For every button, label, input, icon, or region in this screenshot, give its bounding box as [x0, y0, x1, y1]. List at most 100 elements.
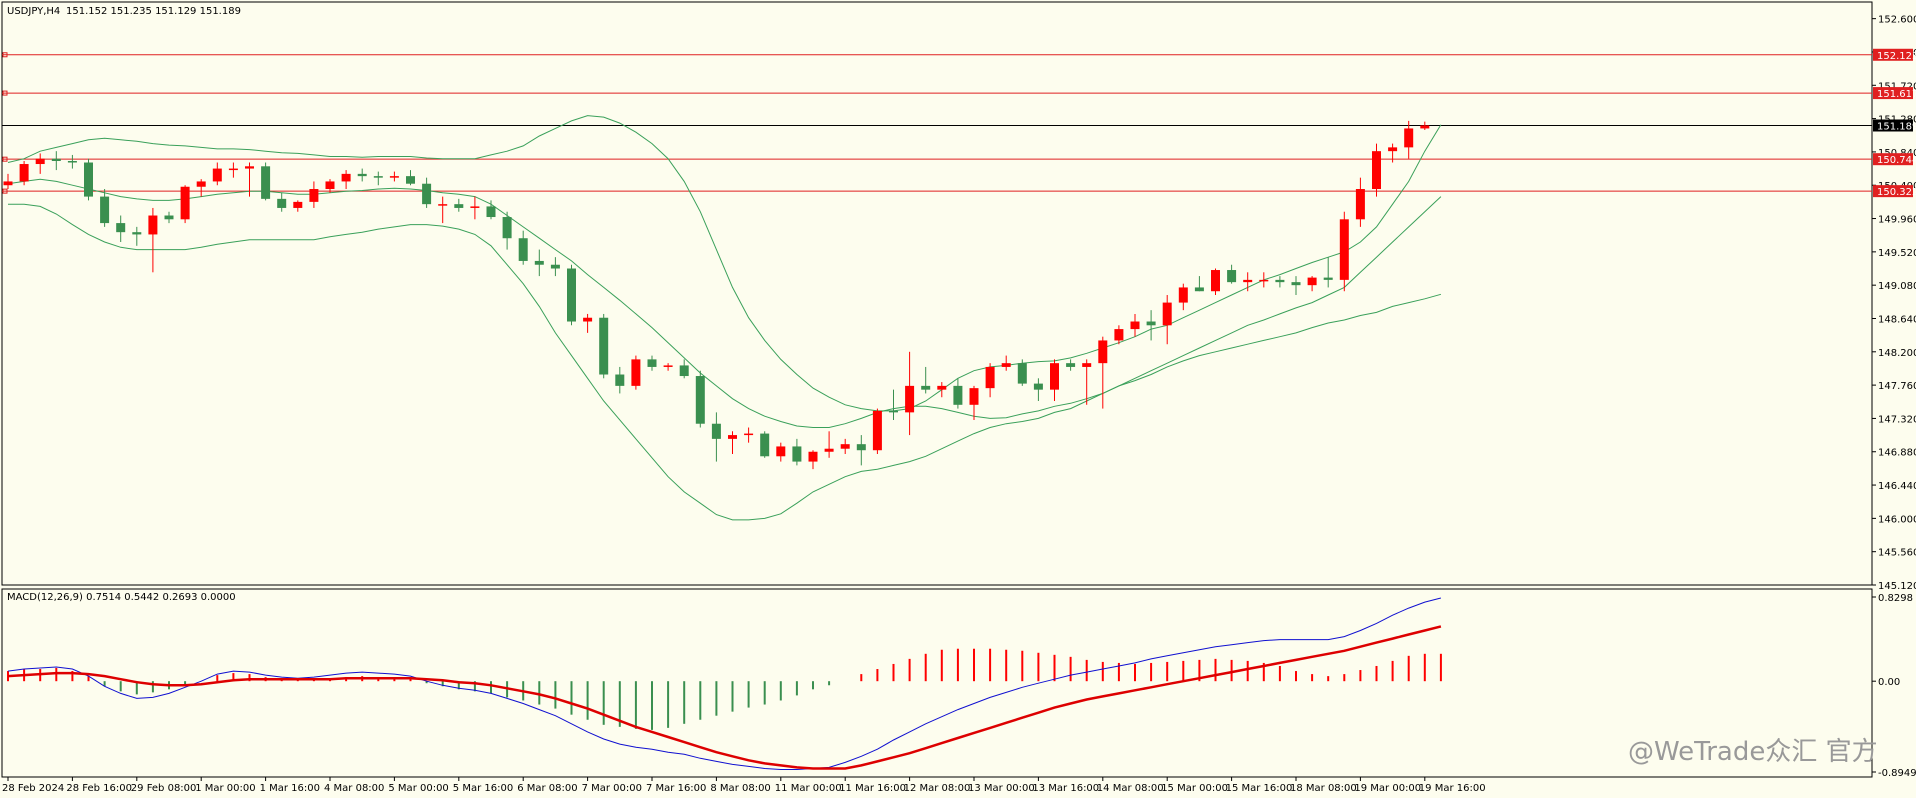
candle-26: [422, 177, 432, 208]
current-price-tag-label: 151.189: [1877, 121, 1916, 132]
level-price-tag-2: [1873, 153, 1913, 166]
level-price-tag-0: [1873, 48, 1913, 61]
candle-32: [518, 230, 528, 265]
time-tick-label-22: 19 Mar 16:00: [1419, 783, 1486, 794]
candle-body: [1291, 282, 1301, 286]
candle-body: [1017, 363, 1027, 384]
candle-47: [760, 431, 770, 458]
candle-body: [953, 385, 963, 405]
candle-53: [856, 435, 866, 466]
candle-28: [454, 198, 464, 212]
candle-body: [341, 173, 351, 182]
macd-panel[interactable]: [1, 588, 1873, 778]
candle-8: [132, 226, 142, 246]
level-handle-0: [2, 52, 8, 58]
candle-62: [1001, 355, 1011, 371]
candle-body: [518, 238, 528, 261]
candle-59: [953, 378, 963, 409]
time-tick-label-4: 1 Mar 16:00: [260, 783, 320, 794]
price-tick-label-16: 145.560: [1878, 548, 1916, 559]
price-tick-label-8: 149.080: [1878, 281, 1916, 292]
candle-body: [1114, 329, 1124, 341]
time-tick-label-13: 11 Mar 16:00: [839, 783, 906, 794]
candle-body: [1146, 321, 1156, 326]
candle-81: [1307, 276, 1317, 292]
macd-tick-label-0: 0.8298: [1878, 593, 1913, 604]
candle-body: [1001, 363, 1011, 367]
candle-body: [325, 181, 335, 190]
candle-body: [100, 196, 110, 224]
candle-body: [921, 385, 931, 390]
time-tick-label-20: 18 Mar 08:00: [1290, 783, 1357, 794]
candle-body: [760, 433, 770, 457]
candle-body: [663, 365, 673, 367]
candle-30: [486, 200, 496, 220]
candle-body: [245, 166, 254, 169]
candle-85: [1372, 143, 1381, 197]
candle-body: [792, 446, 802, 462]
candle-61: [985, 363, 995, 398]
time-tick-label-8: 6 Mar 08:00: [517, 783, 577, 794]
time-tick-label-17: 14 Mar 08:00: [1097, 783, 1164, 794]
bollinger-middle-line: [7, 178, 1442, 428]
candle-body: [180, 186, 190, 220]
candle-body: [872, 410, 882, 451]
ohlc-readout: 151.152 151.235 151.129 151.189: [66, 6, 241, 17]
candle-body: [776, 446, 786, 457]
time-tick-label-21: 19 Mar 00:00: [1354, 783, 1421, 794]
candle-84: [1355, 177, 1365, 227]
watermark-text: @WeTrade众汇 官方: [1628, 737, 1878, 767]
candle-34: [550, 257, 560, 277]
price-panel[interactable]: [1, 1, 1873, 586]
time-tick-label-18: 15 Mar 00:00: [1161, 783, 1228, 794]
candle-body: [1082, 363, 1092, 367]
time-tick-label-1: 28 Feb 16:00: [66, 783, 132, 794]
candle-body: [631, 359, 641, 386]
candle-77: [1243, 272, 1253, 292]
candle-64: [1033, 378, 1043, 402]
candle-45: [728, 431, 737, 455]
candle-body: [470, 206, 480, 208]
price-tick-label-15: 146.000: [1878, 514, 1916, 525]
level-price-tag-1: [1873, 87, 1913, 100]
candle-body: [1404, 128, 1414, 148]
candle-body: [1355, 189, 1365, 220]
candle-43: [695, 370, 705, 428]
bollinger-bands: [7, 115, 1442, 521]
candle-body: [148, 215, 158, 235]
candle-35: [567, 264, 576, 326]
candle-body: [937, 385, 947, 390]
candle-body: [969, 388, 979, 405]
candle-body: [1098, 340, 1108, 364]
candle-72: [1162, 295, 1172, 345]
time-tick-label-12: 11 Mar 00:00: [775, 783, 842, 794]
candle-49: [792, 438, 802, 466]
candle-body: [550, 264, 560, 269]
candle-body: [1050, 363, 1059, 390]
bollinger-lower-line: [8, 203, 1442, 521]
candle-body: [35, 158, 45, 165]
candle-27: [438, 196, 448, 224]
candle-80: [1291, 276, 1301, 296]
candle-11: [180, 185, 190, 224]
candle-24: [389, 171, 399, 182]
candle-body: [647, 359, 657, 367]
price-tick-label-13: 146.880: [1878, 448, 1916, 459]
price-tick-label-11: 147.760: [1878, 381, 1916, 392]
candle-54: [872, 408, 882, 455]
candlesticks: [3, 120, 1430, 470]
candle-23: [373, 171, 383, 186]
candle-body: [454, 204, 464, 208]
level-handle-3: [2, 188, 8, 194]
current-price-tag: [1873, 119, 1913, 132]
candle-body: [486, 206, 496, 218]
candle-48: [776, 442, 786, 462]
macd-lines: [7, 597, 1442, 770]
candle-5: [84, 158, 93, 201]
time-tick-label-3: 1 Mar 00:00: [195, 783, 255, 794]
candle-9: [148, 207, 158, 273]
candle-body: [1388, 147, 1398, 152]
price-tick-label-14: 146.440: [1878, 481, 1916, 492]
candle-body: [116, 223, 126, 233]
